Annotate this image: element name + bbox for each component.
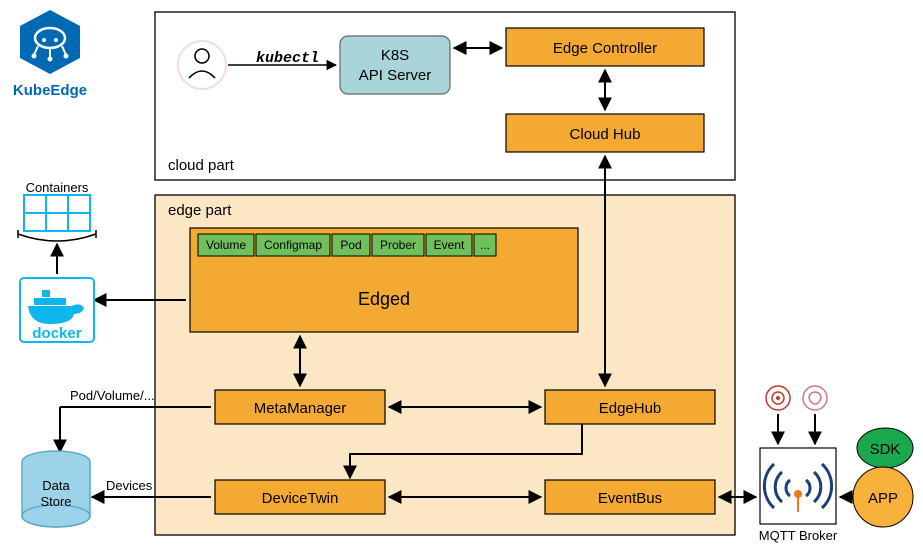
devices-label: Devices xyxy=(106,478,153,493)
cloud-title: cloud part xyxy=(168,157,235,174)
edged-tab-label: ... xyxy=(480,238,490,252)
k8s-l1: K8S xyxy=(381,47,409,64)
edge-controller-label: Edge Controller xyxy=(553,40,657,57)
metamanager-label: MetaManager xyxy=(254,400,347,417)
kubectl-label: kubectl xyxy=(256,50,319,67)
app-label: APP xyxy=(868,490,898,507)
sdk-label: SDK xyxy=(870,441,901,458)
edged-tab-label: Configmap xyxy=(264,238,322,252)
edge-title: edge part xyxy=(168,202,232,219)
containers-icon: Containers xyxy=(18,180,96,241)
edged-tab-label: Pod xyxy=(340,238,361,252)
k8s-l2: API Server xyxy=(359,67,432,84)
docker-label: docker xyxy=(32,325,81,342)
kubeedge-label: KubeEdge xyxy=(13,82,87,99)
podvolume-label: Pod/Volume/... xyxy=(70,388,155,403)
kubeedge-logo: KubeEdge xyxy=(13,10,87,99)
edged-label: Edged xyxy=(358,289,410,309)
edged-tab-label: Event xyxy=(434,238,465,252)
containers-label: Containers xyxy=(26,180,89,195)
mqtt-label: MQTT Broker xyxy=(759,528,838,543)
sensor-icon-1 xyxy=(766,386,790,410)
cloud-hub-label: Cloud Hub xyxy=(570,126,641,143)
devicetwin-label: DeviceTwin xyxy=(262,490,339,507)
ds-l2: Store xyxy=(40,494,71,509)
edged-tab-label: Prober xyxy=(380,238,416,252)
user-icon xyxy=(178,41,226,89)
architecture-diagram: KubeEdge cloud part kubectl K8S API Serv… xyxy=(0,0,923,550)
eventbus-label: EventBus xyxy=(598,490,662,507)
edged-tabs: Volume Configmap Pod Prober Event... xyxy=(198,234,496,256)
edgehub-label: EdgeHub xyxy=(599,400,662,417)
datastore-icon: Data Store xyxy=(22,451,90,527)
k8s-api-box xyxy=(340,36,450,94)
sensor-icon-2 xyxy=(803,386,827,410)
edged-tab-label: Volume xyxy=(206,238,246,252)
ds-l1: Data xyxy=(42,478,70,493)
mqtt-box xyxy=(760,448,836,524)
